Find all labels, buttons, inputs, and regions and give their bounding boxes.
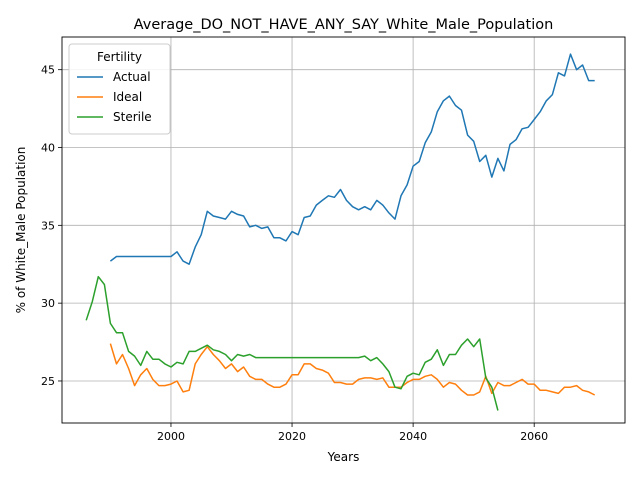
x-axis-label: Years: [327, 450, 360, 464]
legend-box: [68, 43, 171, 135]
x-tick-label: 2000: [157, 430, 185, 443]
chart-title: Average_DO_NOT_HAVE_ANY_SAY_White_Male_P…: [134, 17, 554, 33]
legend-label-ideal: Ideal: [113, 90, 142, 104]
plot-frame: [61, 36, 626, 424]
y-tick-label: 40: [41, 142, 55, 155]
legend-label-sterile: Sterile: [113, 110, 152, 124]
series-line-ideal: [109, 343, 596, 396]
axis-ticks: 2000 2020 2040 2060 25 30 35 40 45: [41, 64, 548, 443]
series-line-actual: [109, 53, 595, 265]
y-axis-label: % of White_Male Population: [14, 147, 28, 314]
y-tick-label: 30: [41, 297, 55, 310]
x-tick-label: 2040: [399, 430, 427, 443]
grid: [62, 37, 625, 423]
series-lines: [85, 53, 596, 411]
legend-items: Actual Ideal Sterile: [77, 70, 152, 124]
y-tick-label: 35: [41, 219, 55, 232]
legend-title: Fertility: [97, 50, 142, 64]
y-tick-label: 25: [41, 375, 55, 388]
legend: Fertility Actual Ideal Sterile: [68, 43, 171, 135]
legend-label-actual: Actual: [113, 70, 151, 84]
x-tick-label: 2020: [278, 430, 306, 443]
y-tick-label: 45: [41, 64, 55, 77]
series-line-sterile: [85, 275, 499, 411]
x-tick-label: 2060: [520, 430, 548, 443]
